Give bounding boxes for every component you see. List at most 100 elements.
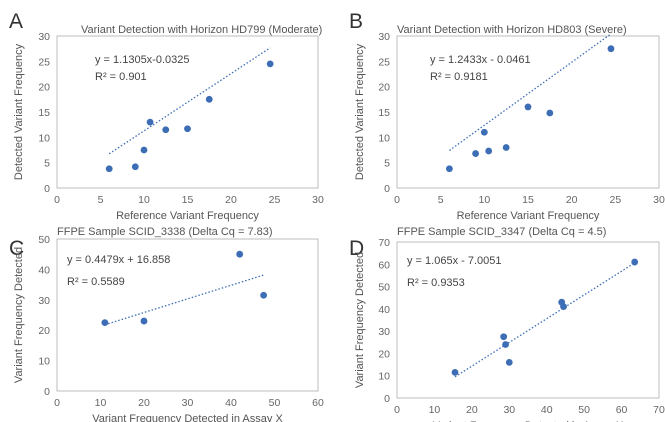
data-point [546, 109, 554, 117]
data-point [146, 118, 154, 126]
r-squared-label: R² = 0.9181 [430, 71, 488, 83]
data-point [502, 341, 509, 348]
y-tick-label: 0 [44, 183, 50, 195]
x-tick-label: 25 [609, 194, 621, 206]
data-point [500, 333, 508, 341]
y-axis-label: Detected Variant Frequency [354, 43, 366, 180]
y-tick-label: 70 [378, 237, 390, 249]
data-point [607, 45, 615, 53]
x-tick-label: 5 [438, 194, 444, 206]
data-point [502, 144, 510, 151]
data-point [480, 128, 488, 136]
trendline-equation: y = 1.065x - 7.0051 [407, 255, 501, 267]
trendline-equation: y = 0.4479x + 16.858 [67, 254, 170, 266]
y-tick-label: 30 [378, 31, 390, 43]
y-tick-label: 15 [38, 107, 50, 119]
data-point [140, 146, 148, 154]
data-point [105, 165, 113, 173]
y-tick-label: 10 [38, 132, 50, 144]
y-tick-label: 20 [378, 348, 390, 360]
data-point [101, 319, 109, 326]
chart-title: Variant Detection with Horizon HD799 (Mo… [81, 24, 322, 36]
data-point [446, 165, 453, 173]
data-point [162, 126, 170, 134]
x-tick-label: 20 [225, 194, 237, 206]
y-tick-label: 50 [38, 234, 50, 246]
x-axis-label: Reference Variant Frequency [116, 210, 259, 222]
y-tick-label: 30 [378, 326, 390, 338]
x-tick-label: 30 [653, 194, 665, 206]
x-axis-label: Variant Frequency Detected in Assay X [92, 413, 283, 422]
data-point [260, 291, 268, 299]
data-point [631, 258, 639, 266]
data-point [266, 60, 274, 68]
x-axis-label: Reference Variant Frequency [457, 210, 600, 222]
x-tick-label: 60 [312, 397, 324, 409]
chart-panel-c: C FFPE Sample SCID_3338 (Delta Cq = 7.83)… [9, 226, 324, 422]
y-tick-label: 50 [378, 282, 390, 294]
x-tick-label: 10 [138, 194, 150, 206]
x-tick-label: 50 [269, 397, 281, 409]
y-tick-label: 25 [378, 56, 390, 68]
y-tick-label: 10 [378, 371, 390, 383]
y-tick-label: 15 [378, 107, 390, 119]
x-tick-label: 0 [394, 194, 400, 206]
data-point [505, 358, 513, 366]
trendline-equation: y = 1.2433x - 0.0461 [430, 54, 531, 66]
x-tick-label: 20 [466, 404, 478, 416]
chart-title: FFPE Sample SCID_3338 (Delta Cq = 7.83) [57, 226, 273, 238]
trendline [454, 262, 636, 378]
x-tick-label: 20 [138, 397, 150, 409]
y-tick-label: 40 [38, 264, 50, 276]
x-tick-label: 5 [98, 194, 104, 206]
data-point [140, 317, 148, 325]
y-tick-label: 5 [44, 158, 50, 170]
y-tick-label: 20 [38, 82, 50, 94]
chart-panel-b: B Variant Detection with Horizon HD803 (S… [349, 10, 665, 222]
x-tick-label: 50 [578, 404, 590, 416]
plot-frame [56, 238, 319, 392]
data-point [236, 250, 244, 258]
x-tick-label: 30 [312, 194, 324, 206]
data-point [472, 150, 479, 157]
y-tick-label: 0 [384, 393, 390, 405]
r-squared-label: R² = 0.5589 [67, 276, 125, 288]
data-point [560, 303, 567, 311]
trendline [108, 47, 271, 155]
x-tick-label: 25 [269, 194, 281, 206]
x-tick-label: 0 [54, 194, 60, 206]
x-tick-label: 40 [541, 404, 553, 416]
y-tick-label: 30 [38, 295, 50, 307]
y-tick-label: 20 [378, 82, 390, 94]
x-tick-label: 10 [95, 397, 107, 409]
x-tick-label: 70 [653, 404, 665, 416]
chart-panel-d: D FFPE Sample SCID_3347 (Delta Cq = 4.5) 0… [349, 226, 665, 422]
trendline-equation: y = 1.1305x-0.0325 [95, 54, 190, 66]
plot-frame [396, 35, 660, 189]
x-tick-label: 30 [503, 404, 515, 416]
panel-letter: A [9, 10, 23, 33]
plot-frame [56, 35, 319, 189]
x-tick-label: 15 [522, 194, 534, 206]
data-point [131, 163, 139, 171]
chart-title: Variant Detection with Horizon HD803 (Se… [397, 24, 627, 36]
x-tick-label: 0 [54, 397, 60, 409]
panel-letter: C [9, 237, 24, 260]
r-squared-label: R² = 0.901 [95, 71, 147, 83]
y-tick-label: 30 [38, 31, 50, 43]
plot-frame [396, 241, 660, 399]
x-tick-label: 20 [566, 194, 578, 206]
data-point [524, 103, 532, 111]
y-tick-label: 5 [384, 158, 390, 170]
data-point [184, 125, 191, 133]
trendline [449, 33, 612, 151]
panel-letter: D [349, 237, 364, 260]
y-axis-label: Detected Variant Frequency [13, 43, 25, 180]
y-tick-label: 10 [38, 356, 50, 368]
x-tick-label: 15 [182, 194, 194, 206]
x-tick-label: 60 [616, 404, 628, 416]
y-axis-label: Variant Frequency Detected [13, 247, 25, 383]
chart-title: FFPE Sample SCID_3347 (Delta Cq = 4.5) [397, 226, 606, 238]
y-tick-label: 60 [378, 259, 390, 271]
